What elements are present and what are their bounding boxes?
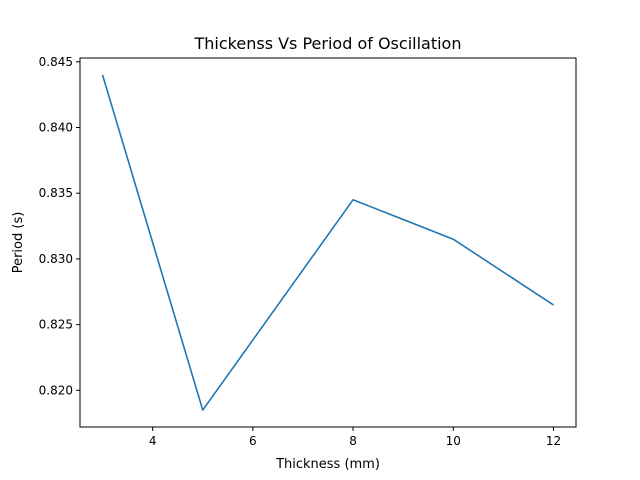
y-axis-label: Period (s) xyxy=(11,212,26,274)
y-tick-label: 0.830 xyxy=(39,252,73,266)
y-tick-label: 0.845 xyxy=(39,55,73,69)
y-tick-label: 0.825 xyxy=(39,318,73,332)
x-tick-label: 4 xyxy=(149,434,157,448)
series-layer xyxy=(101,74,554,411)
y-axis-ticks: 0.820 0.825 0.830 0.835 0.840 0.845 xyxy=(39,55,80,397)
series-line xyxy=(101,74,554,411)
x-tick-label: 8 xyxy=(349,434,357,448)
chart-title: Thickenss Vs Period of Oscillation xyxy=(194,34,462,53)
x-tick-label: 6 xyxy=(249,434,257,448)
plot-area xyxy=(80,58,576,427)
plot-frame xyxy=(79,57,577,428)
y-tick-label: 0.820 xyxy=(39,383,73,397)
y-tick-label: 0.840 xyxy=(39,121,73,135)
x-tick-label: 10 xyxy=(446,434,461,448)
x-axis-ticks: 4 6 8 10 12 xyxy=(149,427,561,448)
x-tick-label: 12 xyxy=(546,434,561,448)
y-tick-label: 0.835 xyxy=(39,186,73,200)
x-axis-label: Thickness (mm) xyxy=(275,457,380,472)
